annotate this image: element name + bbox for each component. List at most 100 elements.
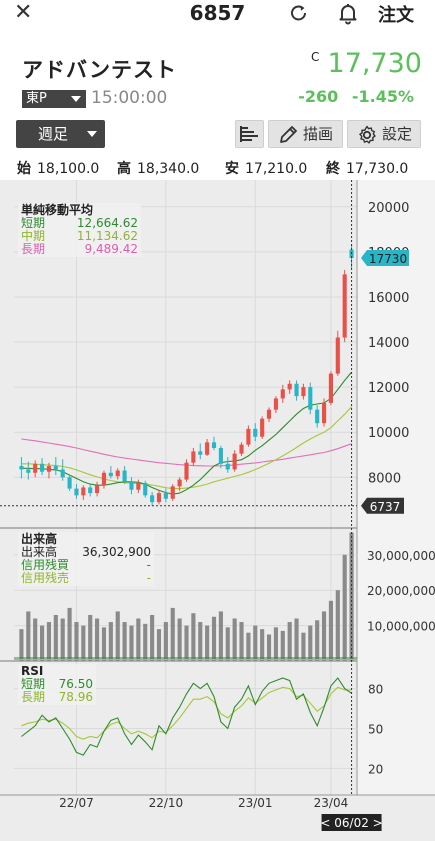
- candle: [129, 477, 134, 495]
- candle-body: [191, 451, 196, 463]
- candle: [81, 485, 86, 500]
- candle: [95, 481, 100, 497]
- candle: [191, 448, 196, 467]
- volume-bar: [143, 623, 148, 661]
- draw-label: 描画: [303, 125, 334, 143]
- stock-chart[interactable]: 200001800016000140001200010000800022/072…: [0, 180, 435, 841]
- volume-bar: [273, 627, 278, 661]
- candle-body: [335, 337, 340, 374]
- candle: [266, 407, 272, 423]
- rsi-long-row: 長期 78.96: [21, 691, 93, 704]
- candle: [46, 462, 52, 479]
- period-label: 週足: [38, 125, 69, 143]
- volume-legend: 出来高 出来高 36,302,900 信用残買 - 信用残売 -: [18, 532, 154, 586]
- margin-sell-label: 信用残売: [21, 571, 70, 585]
- volume-bar: [294, 618, 299, 661]
- candle-body: [266, 409, 272, 419]
- stock-header: アドバンテスト 東P 15:00:00 C 17,730 -260 -1.45%: [6, 46, 429, 116]
- volume-bar: [266, 634, 272, 661]
- quote-time: 15:00:00: [91, 88, 168, 108]
- volume-bar: [260, 629, 265, 661]
- volume-bar: [198, 622, 203, 661]
- ohlc-close: 終 17,730.0: [326, 158, 408, 178]
- volume-bar: [108, 622, 113, 661]
- candle: [108, 466, 113, 479]
- candle: [301, 383, 306, 400]
- ohlc-open: 始 18,100.0: [17, 158, 99, 178]
- page-title: 6857: [189, 1, 246, 25]
- volume-bar: [239, 622, 244, 661]
- ma-long-row: 長期 9,489.42: [21, 243, 138, 256]
- candle-body: [170, 486, 175, 499]
- volume-bar: [211, 616, 217, 661]
- candle: [308, 382, 313, 415]
- candle-body: [253, 428, 258, 437]
- volume-bar: [129, 625, 134, 661]
- candle: [122, 466, 127, 485]
- volume-bar: [95, 618, 100, 661]
- candle: [184, 459, 189, 482]
- candle-body: [108, 472, 113, 477]
- market-label: 東P: [26, 91, 47, 106]
- axis-background: [357, 180, 435, 795]
- close-icon[interactable]: ✕: [14, 0, 33, 25]
- rsi-long-label: 長期: [21, 690, 46, 704]
- volume-bar: [232, 618, 237, 661]
- candle-body: [301, 387, 306, 397]
- top-bar: ✕ 6857 注文: [0, 0, 435, 27]
- current-price: 17,730: [327, 48, 422, 79]
- rsi-legend: RSI 短期 76.50 長期 78.96: [18, 664, 96, 705]
- volume-bar: [67, 607, 72, 661]
- cursor-date-badge: [321, 814, 382, 831]
- ma-short-line: [21, 371, 353, 495]
- rsi-short-label: 短期: [21, 677, 46, 691]
- candle-body: [95, 485, 100, 494]
- cursor-date-label: < 06/02 >: [320, 816, 382, 830]
- candle-body: [273, 398, 278, 410]
- draw-button[interactable]: 描画: [268, 120, 343, 148]
- bell-icon[interactable]: [336, 1, 360, 25]
- price-tick-label: 16000: [368, 291, 409, 306]
- rsi-short-line: [21, 677, 352, 756]
- volume-bar: [74, 622, 79, 661]
- candle: [198, 443, 203, 460]
- date-tick-label: 22/07: [59, 796, 94, 810]
- date-tick-label: 23/01: [238, 796, 273, 810]
- last-price-badge: [361, 249, 409, 266]
- volume-tick-label: 20,000,000: [367, 584, 435, 598]
- settings-button[interactable]: 設定: [347, 120, 421, 148]
- volume-bar: [280, 630, 285, 661]
- market-select[interactable]: 東P: [22, 90, 86, 108]
- candle-body: [315, 409, 320, 424]
- order-button[interactable]: 注文: [378, 5, 414, 26]
- candle-body: [342, 274, 347, 338]
- indicator-list-button[interactable]: [235, 120, 264, 148]
- candle: [53, 457, 58, 476]
- high-value: 18,340.0: [137, 161, 200, 177]
- candle-body: [294, 383, 299, 397]
- volume-bar: [301, 632, 306, 661]
- volume-bar: [115, 611, 120, 661]
- open-value: 18,100.0: [37, 161, 100, 177]
- reload-icon[interactable]: [287, 2, 311, 24]
- candle: [253, 423, 258, 442]
- close-label: 終: [326, 161, 340, 177]
- candle: [260, 416, 265, 439]
- volume-bar: [81, 625, 86, 661]
- volume-bar: [225, 627, 230, 661]
- candle: [156, 489, 162, 505]
- candle: [163, 488, 168, 503]
- close-value: 17,730.0: [346, 161, 409, 177]
- candle: [115, 468, 120, 480]
- candle-body: [33, 463, 38, 473]
- chart-canvas[interactable]: 200001800016000140001200010000800022/072…: [0, 180, 435, 841]
- candle: [315, 405, 320, 428]
- ma-short-value: 12,664.62: [76, 216, 138, 230]
- margin-sell-value: -: [146, 571, 151, 585]
- candle: [101, 470, 107, 489]
- ma-short-row: 短期 12,664.62: [21, 217, 138, 230]
- candle-body: [232, 453, 237, 470]
- candle-body: [225, 463, 230, 470]
- period-select[interactable]: 週足: [16, 120, 105, 148]
- date-tick-label: 22/10: [149, 796, 184, 810]
